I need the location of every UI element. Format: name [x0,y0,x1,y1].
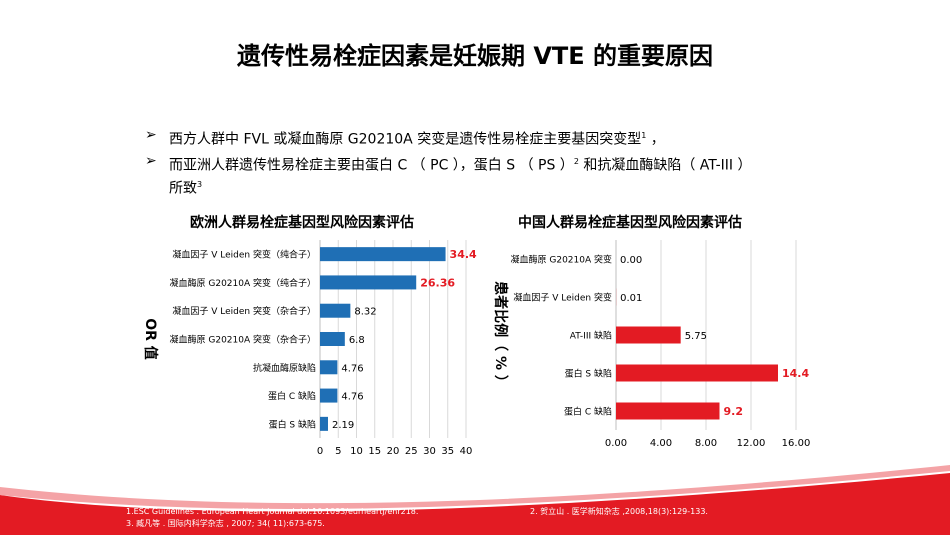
x-tick-label: 8.00 [695,438,717,449]
x-tick-label: 4.00 [650,438,672,449]
europe-chart-title: 欧洲人群易栓症基因型风险因素评估 [190,215,414,231]
category-label: 凝血因子 V Leiden 突变（杂合子） [172,305,316,317]
category-label: 蛋白 C 缺陷 [268,390,316,402]
category-label: 抗凝血酶原缺陷 [253,362,316,374]
data-label: 4.76 [341,392,363,403]
bullet-tail: 和抗凝血酶缺陷（ AT-III ） [578,157,752,174]
bar [320,416,328,431]
x-tick-label: 20 [387,446,400,457]
bullet-item: ➢ 西方人群中 FVL 或凝血酶原 G20210A 突变是遗传性易栓症主要基因突… [145,126,845,150]
data-label: 9.2 [724,405,744,418]
x-tick-label: 30 [423,446,436,457]
europe-risk-chart: 0 5 10 15 20 25 30 35 40 凝血因子 V Leiden 突变（纯合子） 34.… [142,240,477,457]
bar [320,332,345,346]
x-tick-label: 15 [368,446,381,457]
bar [320,275,417,290]
y-axis-title: 患者比例（ % ） [492,281,509,389]
data-label: 8.32 [354,307,376,318]
data-label: 14.4 [782,367,809,380]
x-tick-label: 16.00 [782,438,811,449]
data-label: 2.19 [332,420,354,431]
arrow-bullet-icon: ➢ [145,127,157,143]
data-label: 6.8 [349,335,365,346]
x-tick-label: 0 [317,446,323,457]
data-label: 0.01 [620,293,642,304]
data-label: 0.00 [620,255,642,266]
reference-3: 3. 臧凡等 . 国际内科学杂志 , 2007; 34( 11):673-675… [126,519,325,528]
data-label: 26.36 [420,276,455,289]
category-label: 凝血因子 V Leiden 突变（纯合子） [172,249,316,261]
footnote-ref: 1 [641,131,647,140]
category-label: 蛋白 C 缺陷 [564,406,612,418]
x-tick-label: 35 [441,446,454,457]
bullet-tail: ， [646,131,665,148]
x-tick-label: 25 [405,446,418,457]
bullet-text-line2: 所致 [169,180,197,197]
bar [616,364,778,382]
x-tick-label: 12.00 [737,438,766,449]
x-tick-label: 40 [460,446,473,457]
bar [320,360,338,375]
arrow-bullet-icon: ➢ [145,152,157,169]
data-label: 4.76 [341,363,363,374]
bar [320,303,351,318]
x-tick-label: 0.00 [605,438,627,449]
bar [320,388,338,403]
category-label: 凝血酶原 G20210A 突变 [511,254,612,266]
category-label: 蛋白 S 缺陷 [269,418,316,430]
category-label: 凝血因子 V Leiden 突变 [513,292,612,304]
category-label: 凝血酶原 G20210A 突变（纯合子） [170,277,316,289]
bullet-list: ➢ 西方人群中 FVL 或凝血酶原 G20210A 突变是遗传性易栓症主要基因突… [145,126,845,201]
category-label: AT-III 缺陷 [570,330,612,342]
data-label: 5.75 [685,331,707,342]
china-chart-title: 中国人群易栓症基因型风险因素评估 [518,215,742,231]
bullet-text: 而亚洲人群遗传性易栓症主要由蛋白 C （ PC ），蛋白 S （ PS ） [169,157,574,174]
x-tick-label: 5 [335,446,341,457]
bar [320,247,446,262]
references: 1.ESC Guidelines . European Heart Journa… [126,506,418,530]
page-title: 遗传性易栓症因素是妊娠期 VTE 的重要原因 [236,42,714,70]
bar [616,326,681,344]
china-risk-chart: 0.00 4.00 8.00 12.00 16.00 凝血酶原 G20210A 突变 0.0… [492,240,811,449]
reference-1: 1.ESC Guidelines . European Heart Journa… [126,507,419,516]
bullet-text: 西方人群中 FVL 或凝血酶原 G20210A 突变是遗传性易栓症主要基因突变型 [169,131,642,148]
reference-2: 2. 贺立山 . 医学新知杂志 ,2008,18(3):129-133. [530,507,708,516]
bar [616,402,720,420]
footnote-ref: 2 [573,156,579,166]
footnote-ref: 3 [197,180,203,190]
category-label: 蛋白 S 缺陷 [565,368,612,380]
data-label: 34.4 [450,248,477,261]
footer-wave [0,465,950,535]
category-label: 凝血酶原 G20210A 突变（杂合子） [170,334,316,346]
bullet-item: ➢ 而亚洲人群遗传性易栓症主要由蛋白 C （ PC ），蛋白 S （ PS ）2… [145,152,845,199]
x-tick-label: 10 [350,446,363,457]
y-axis-title: OR 值 [142,318,159,360]
